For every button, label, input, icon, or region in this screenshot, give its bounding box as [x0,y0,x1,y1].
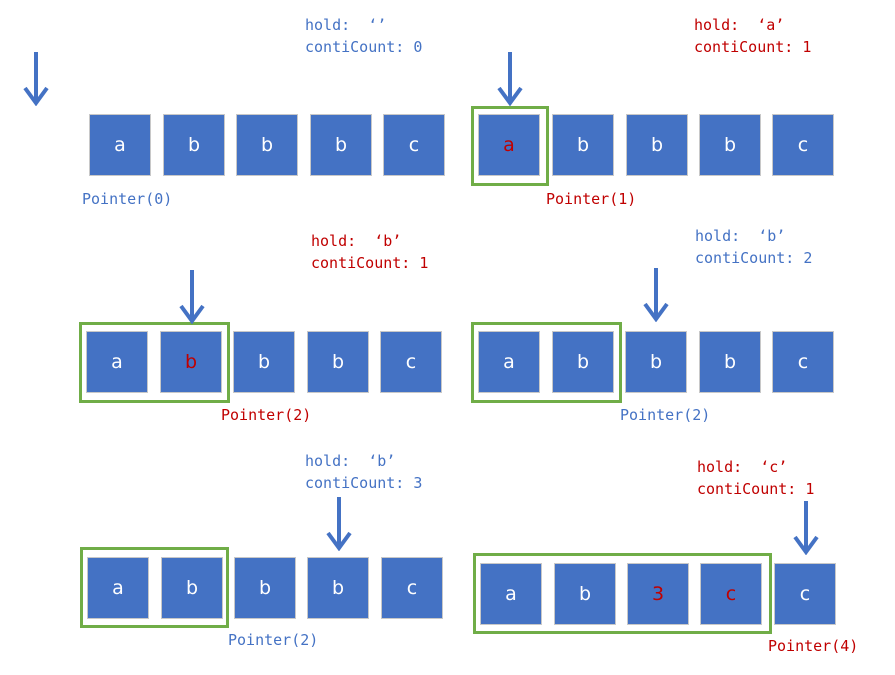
down-arrow-icon [179,270,205,324]
array-cell: b [310,114,372,176]
array-cell: b [236,114,298,176]
conti-count-label: contiCount: 1 [694,38,812,56]
array-cell: c [700,563,762,625]
array-cell: c [772,114,834,176]
array-cell: b [625,331,687,393]
pointer-label: Pointer(1) [546,190,637,208]
conti-count-label: contiCount: 2 [695,249,813,267]
array-cell: c [381,557,443,619]
array-cell: b [234,557,296,619]
pointer-label: Pointer(4) [768,637,859,655]
down-arrow-icon [23,52,49,106]
down-arrow-icon [793,501,819,555]
array-cell: b [699,331,761,393]
array-cell: c [772,331,834,393]
highlight-box [80,547,229,628]
array-cell: b [163,114,225,176]
array-cell: a [478,331,540,393]
down-arrow-icon [326,497,352,551]
hold-label: hold: ‘b’ [695,227,786,245]
array-cell: a [89,114,151,176]
hold-label: hold: ‘a’ [694,16,785,34]
array-cell: a [86,331,148,393]
array-cell: a [478,114,540,176]
hold-label: hold: ‘c’ [697,458,788,476]
hold-label: hold: ‘b’ [305,452,396,470]
array-cell: b [307,331,369,393]
array-cell: c [380,331,442,393]
conti-count-label: contiCount: 3 [305,474,423,492]
array-cell: b [160,331,222,393]
conti-count-label: contiCount: 1 [311,254,429,272]
array-cell: a [87,557,149,619]
highlight-box [79,322,230,403]
array-cell: b [699,114,761,176]
down-arrow-icon [497,52,523,106]
highlight-box [473,553,772,634]
down-arrow-icon [643,268,669,322]
conti-count-label: contiCount: 1 [697,480,815,498]
array-cell: b [552,331,614,393]
hold-label: hold: ‘b’ [311,232,402,250]
array-cell: c [774,563,836,625]
array-cell: b [626,114,688,176]
array-cell: b [233,331,295,393]
pointer-label: Pointer(2) [228,631,319,649]
conti-count-label: contiCount: 0 [305,38,423,56]
pointer-label: Pointer(2) [620,406,711,424]
array-cell: 3 [627,563,689,625]
pointer-label: Pointer(2) [221,406,312,424]
array-cell: b [307,557,369,619]
pointer-label: Pointer(0) [82,190,173,208]
hold-label: hold: ‘’ [305,16,387,34]
array-cell: b [161,557,223,619]
array-cell: a [480,563,542,625]
highlight-box [471,106,549,186]
highlight-box [471,322,622,403]
array-cell: b [552,114,614,176]
array-cell: b [554,563,616,625]
array-cell: c [383,114,445,176]
